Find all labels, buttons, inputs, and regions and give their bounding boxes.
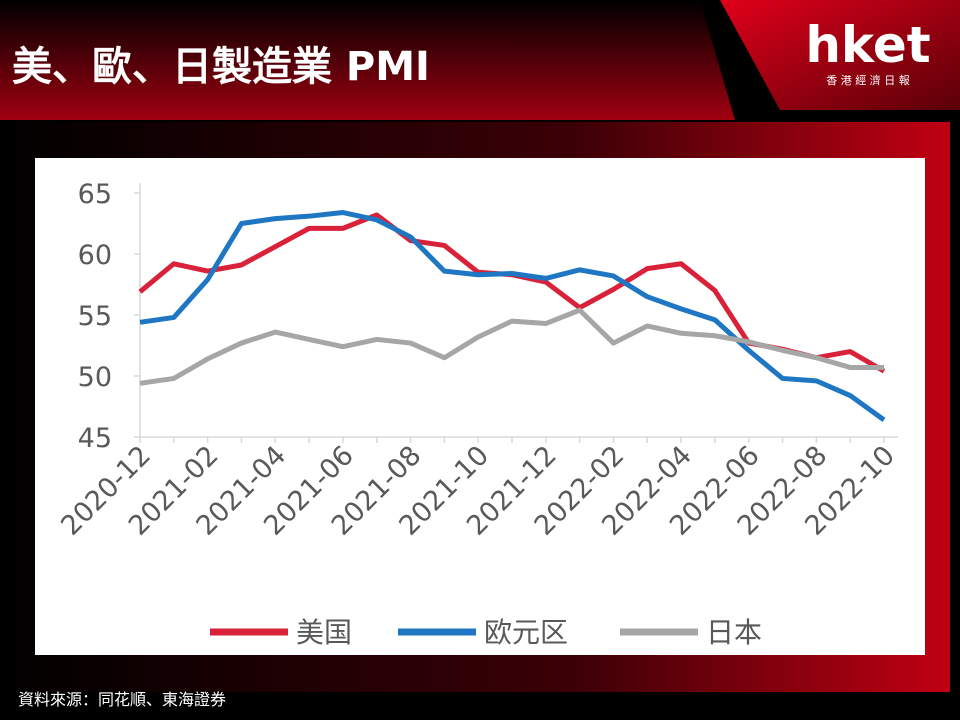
slide-title: 美、歐、日製造業 PMI [12, 44, 430, 90]
source: 資料來源：同花順、東海證券 [18, 690, 226, 709]
logo-sub: 香 港 經 濟 日 報 [826, 73, 909, 87]
logo: hket [805, 16, 930, 74]
y-tick-label: 65 [78, 179, 112, 210]
header-band [0, 0, 735, 120]
y-tick-label: 60 [78, 240, 112, 271]
logo-band [720, 0, 960, 110]
series-line [139, 210, 886, 422]
y-tick-label: 45 [78, 423, 112, 454]
legend-label: 欧元区 [484, 616, 568, 649]
chart-panel [35, 158, 925, 655]
series-line [139, 307, 884, 386]
legend-label: 美国 [296, 616, 352, 649]
y-tick-label: 55 [78, 301, 112, 332]
y-tick-label: 50 [78, 362, 112, 393]
legend-label: 日本 [706, 616, 762, 649]
